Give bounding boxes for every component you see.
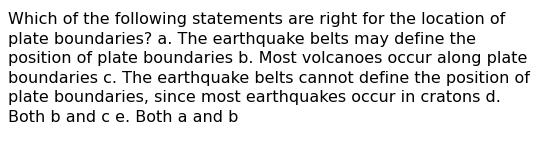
Text: Which of the following statements are right for the location of
plate boundaries: Which of the following statements are ri… <box>8 12 530 125</box>
